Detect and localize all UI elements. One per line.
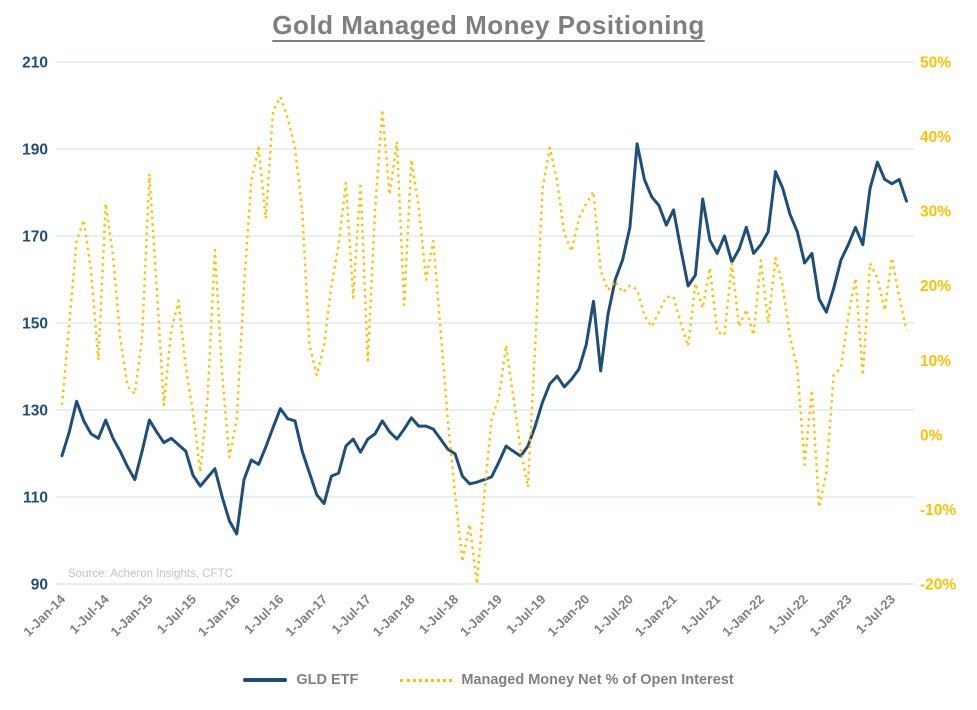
left-axis-tick-label: 190 [22,142,48,159]
gridlines [56,61,915,585]
right-axis-tick-label: 0% [920,427,943,444]
right-axis-tick-label: 40% [920,129,951,146]
right-axis-tick-label: -10% [920,502,956,519]
x-axis-tick-label: 1-Jan-15 [108,592,156,640]
right-axis-labels: 50% 40% 30% 20% 10% 0% -10% -20% [920,55,956,594]
x-axis-tick-label: 1-Jan-16 [195,592,243,640]
source-note: Source: Acheron Insights, CFTC [68,568,233,580]
x-axis-tick-label: 1-Jul-16 [241,592,286,637]
left-axis-tick-label: 110 [23,490,48,507]
legend-label: GLD ETF [296,672,359,688]
right-axis-tick-label: 50% [920,55,951,72]
x-axis-tick-label: 1-Jul-18 [416,592,461,637]
x-axis-labels: 1-Jan-141-Jul-141-Jan-151-Jul-151-Jan-16… [20,591,898,639]
x-axis-tick-label: 1-Jan-22 [719,592,767,640]
x-axis-tick-label: 1-Jan-19 [457,592,505,640]
x-axis-tick-label: 1-Jan-18 [370,592,418,640]
right-axis-tick-label: -20% [920,577,956,594]
solid-line-swatch-icon [243,678,288,682]
x-axis-tick-label: 1-Jul-14 [66,591,112,637]
x-axis-tick-label: 1-Jul-21 [678,592,723,637]
legend-item-managed-money: Managed Money Net % of Open Interest [400,672,734,688]
legend-label: Managed Money Net % of Open Interest [461,672,734,688]
x-axis-tick-label: 1-Jan-17 [282,592,330,640]
chart-title: Gold Managed Money Positioning [272,10,705,40]
left-axis-tick-label: 210 [22,55,48,72]
chart-legend: GLD ETF Managed Money Net % of Open Inte… [0,672,977,688]
x-axis-tick-label: 1-Jan-14 [20,591,68,639]
right-axis-tick-label: 10% [920,353,951,370]
left-axis-tick-label: 130 [22,403,48,420]
x-axis-tick-label: 1-Jul-15 [154,592,199,637]
managed-money-line [60,95,908,586]
left-axis-labels: 210 190 170 150 130 110 90 [22,55,48,594]
x-axis-tick-label: 1-Jan-20 [544,592,592,640]
x-axis-tick-label: 1-Jul-23 [853,592,898,637]
legend-item-gld-etf: GLD ETF [243,672,358,688]
x-axis-tick-label: 1-Jan-21 [632,592,680,640]
x-axis-tick-label: 1-Jul-17 [329,592,374,637]
left-axis-tick-label: 150 [22,316,48,333]
x-axis-tick-label: 1-Jan-23 [807,592,855,640]
left-axis-tick-label: 90 [31,577,48,594]
x-axis-tick-label: 1-Jul-22 [765,592,810,637]
x-axis-tick-label: 1-Jul-19 [503,592,548,637]
x-axis-tick-label: 1-Jul-20 [591,592,636,637]
dotted-line-swatch-icon [400,678,453,682]
right-axis-tick-label: 20% [920,278,951,295]
gld-etf-line [60,142,908,536]
left-axis-tick-label: 170 [22,229,48,246]
right-axis-tick-label: 30% [920,204,951,221]
